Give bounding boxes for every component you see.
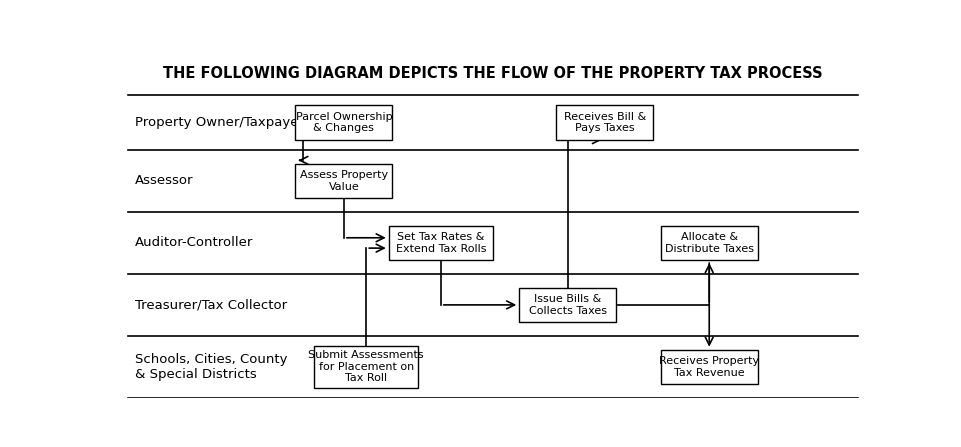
FancyBboxPatch shape xyxy=(295,164,392,198)
Text: Allocate &
Distribute Taxes: Allocate & Distribute Taxes xyxy=(664,232,753,254)
Text: Assessor: Assessor xyxy=(135,174,193,187)
Text: Parcel Ownership
& Changes: Parcel Ownership & Changes xyxy=(295,112,392,133)
Text: Auditor-Controller: Auditor-Controller xyxy=(135,236,254,249)
FancyBboxPatch shape xyxy=(313,346,418,388)
FancyBboxPatch shape xyxy=(388,226,492,260)
Text: Treasurer/Tax Collector: Treasurer/Tax Collector xyxy=(135,299,287,312)
Text: Submit Assessments
for Placement on
Tax Roll: Submit Assessments for Placement on Tax … xyxy=(308,350,424,384)
Text: Receives Property
Tax Revenue: Receives Property Tax Revenue xyxy=(658,356,758,378)
Text: Receives Bill &
Pays Taxes: Receives Bill & Pays Taxes xyxy=(563,112,645,133)
Text: Issue Bills &
Collects Taxes: Issue Bills & Collects Taxes xyxy=(528,294,606,316)
FancyBboxPatch shape xyxy=(555,105,653,139)
Text: Schools, Cities, County
& Special Districts: Schools, Cities, County & Special Distri… xyxy=(135,353,287,381)
Text: THE FOLLOWING DIAGRAM DEPICTS THE FLOW OF THE PROPERTY TAX PROCESS: THE FOLLOWING DIAGRAM DEPICTS THE FLOW O… xyxy=(163,66,822,81)
Text: Assess Property
Value: Assess Property Value xyxy=(300,170,387,192)
FancyBboxPatch shape xyxy=(519,288,615,322)
FancyBboxPatch shape xyxy=(660,350,757,384)
FancyBboxPatch shape xyxy=(295,105,392,139)
FancyBboxPatch shape xyxy=(660,226,757,260)
Text: Property Owner/Taxpayer: Property Owner/Taxpayer xyxy=(135,116,304,129)
Text: Set Tax Rates &
Extend Tax Rolls: Set Tax Rates & Extend Tax Rolls xyxy=(395,232,485,254)
